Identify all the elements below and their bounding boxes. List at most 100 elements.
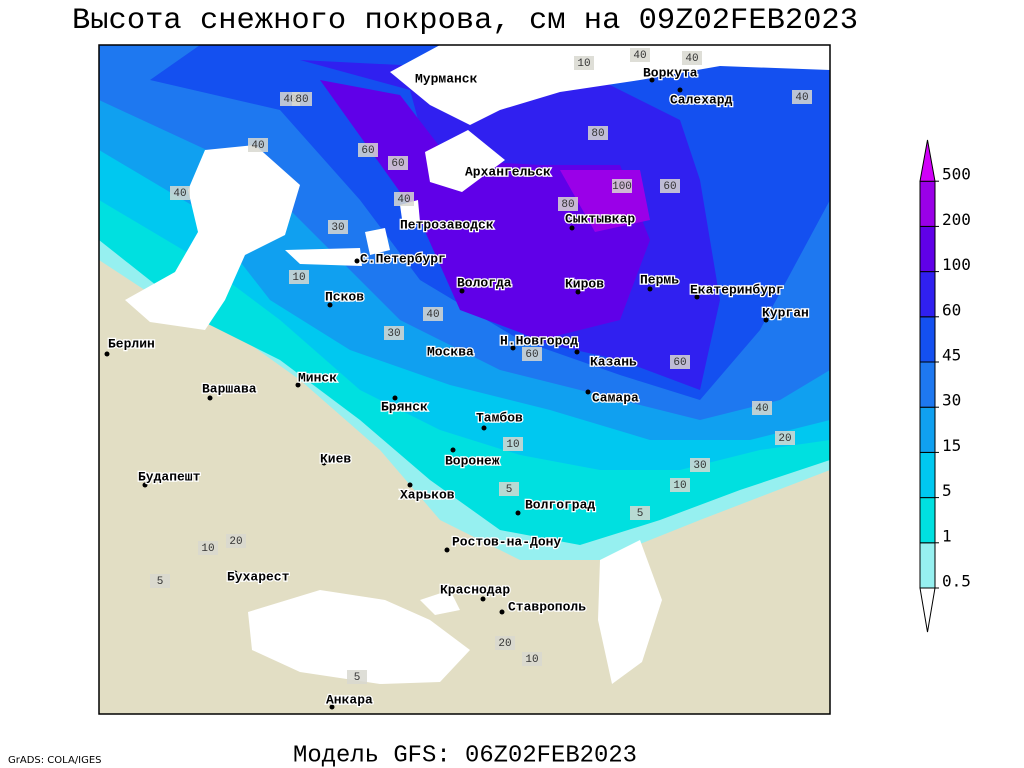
city-dot — [321, 460, 327, 466]
city-label: Курган — [762, 305, 809, 320]
city-label: Харьков — [400, 487, 455, 502]
contour-label: 5 — [637, 508, 644, 520]
contour-label: 40 — [251, 140, 264, 152]
city-label: Воронеж — [445, 453, 500, 468]
city-dot — [677, 87, 683, 93]
city-label: С.Петербург — [360, 251, 446, 266]
contour-label: 20 — [229, 536, 242, 548]
city-label: Берлин — [108, 336, 155, 351]
colorbar-segment — [919, 451, 936, 499]
contour-label: 40 — [795, 92, 808, 104]
city-dot — [104, 351, 110, 357]
contour-label-box — [292, 92, 312, 106]
contour-label: 40 — [755, 403, 768, 415]
city-dot — [207, 395, 213, 401]
snow-area — [320, 80, 650, 340]
contour-label: 20 — [498, 638, 511, 650]
contour-label-box — [690, 458, 710, 472]
contour-label-box — [574, 56, 594, 70]
city-label: Волгоград — [525, 497, 595, 512]
city-dot — [142, 482, 148, 488]
contour-label-box — [170, 186, 190, 200]
colorbar-segment — [919, 361, 936, 408]
contour-label: 10 — [201, 543, 214, 555]
contour-label-box — [248, 138, 268, 152]
city-label: Екатеринбург — [690, 282, 784, 297]
contour-label-box — [682, 51, 702, 65]
city-label: Петрозаводск — [400, 217, 494, 232]
city-label: Минск — [298, 370, 337, 385]
contour-label: 30 — [693, 460, 706, 472]
contour-labels: 10 40 40 40 40 80 40 40 60 60 40 80 100 60 80 30 10 30 40 6… — [150, 48, 812, 684]
contour-label: 40 — [173, 188, 186, 200]
city-dot — [569, 225, 575, 231]
colorbar-segment — [919, 316, 936, 363]
city-label: Краснодар — [440, 582, 510, 597]
contour-label: 80 — [295, 94, 308, 106]
contour-label: 10 — [506, 439, 519, 451]
contour-label: 40 — [633, 50, 646, 62]
colorbar-segment — [919, 180, 936, 227]
city-dot — [481, 425, 487, 431]
city-label: Киев — [320, 451, 351, 466]
sea — [390, 45, 830, 125]
sea — [425, 130, 505, 192]
city-dot — [694, 294, 700, 300]
contour-label-box — [394, 192, 414, 206]
colorbar-label: 100 — [942, 255, 971, 274]
sea — [420, 590, 460, 615]
city-dot — [459, 288, 465, 294]
map: 10 40 40 40 40 80 40 40 60 60 40 80 100 60 80 30 10 30 40 6… — [98, 44, 831, 715]
contour-label: 60 — [391, 158, 404, 170]
city-dot — [450, 447, 456, 453]
contour-label-box — [499, 482, 519, 496]
contour-label-box — [150, 574, 170, 588]
contour-label-box — [503, 437, 523, 451]
city-dot — [327, 302, 333, 308]
city-dot — [480, 596, 486, 602]
contour-label-box — [384, 326, 404, 340]
colorbar-label: 15 — [942, 436, 961, 455]
contour-label: 40 — [426, 309, 439, 321]
colorbar-segment — [919, 542, 936, 589]
contour-label-box — [612, 179, 632, 193]
city-label: Анкара — [326, 692, 373, 707]
city-dot — [499, 609, 505, 615]
city-dot — [574, 349, 580, 355]
city-label: Ставрополь — [508, 599, 586, 614]
model-label: Модель GFS: 06Z02FEB2023 — [293, 742, 637, 768]
contour-label-box — [347, 670, 367, 684]
contour-label: 5 — [157, 576, 164, 588]
contour-label-box — [198, 541, 218, 555]
city-label: Воркута — [643, 65, 698, 80]
city-label: Брянск — [381, 399, 428, 414]
contour-label: 80 — [561, 199, 574, 211]
city-dot — [585, 389, 591, 395]
colorbar-label: 30 — [942, 391, 961, 410]
sea — [598, 540, 662, 684]
city-label: Бухарест — [227, 569, 290, 584]
contour-label: 10 — [525, 654, 538, 666]
contour-label-box — [558, 197, 578, 211]
contour-label-box — [670, 355, 690, 369]
city-label: Псков — [325, 289, 364, 304]
contour-label: 60 — [663, 181, 676, 193]
contour-label-box — [775, 431, 795, 445]
contour-label-box — [388, 156, 408, 170]
city-label: Пермь — [640, 272, 679, 287]
city-label: Вологда — [457, 275, 512, 290]
city-label: Москва — [427, 344, 474, 359]
contour-label: 40 — [685, 53, 698, 65]
contour-label-box — [660, 179, 680, 193]
city-label: Архангельск — [465, 164, 551, 179]
city-label: Н.Новгород — [500, 333, 578, 348]
colorbar-label: 200 — [942, 210, 971, 229]
city-dot — [510, 345, 516, 351]
lake — [400, 200, 420, 226]
contour-label-box — [358, 143, 378, 157]
colorbar-segment — [919, 497, 936, 544]
contour-label: 40 — [397, 194, 410, 206]
contour-label-box — [495, 636, 515, 650]
